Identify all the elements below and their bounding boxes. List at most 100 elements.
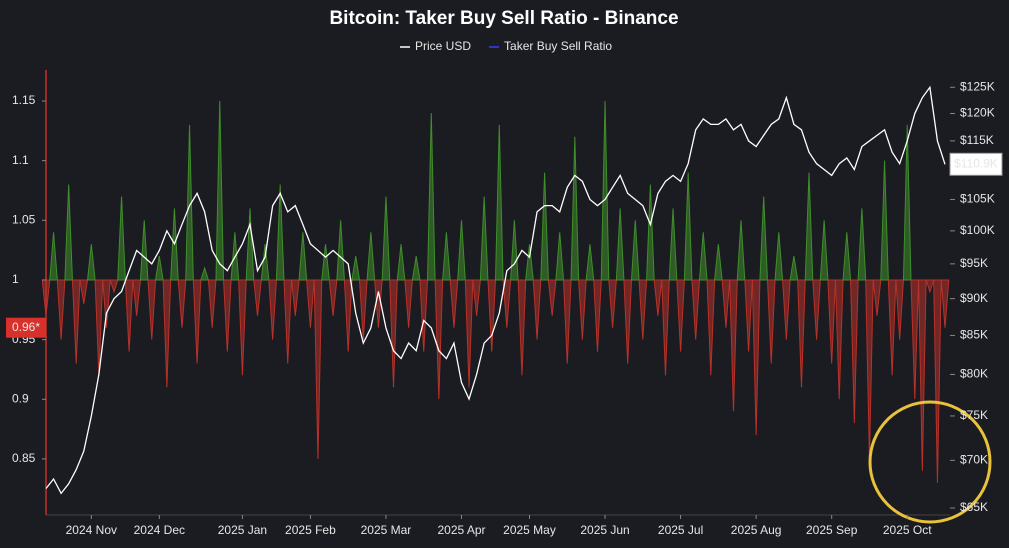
ratio-spike <box>177 279 187 328</box>
ratio-spike <box>865 279 874 459</box>
x-tick-label: 2025 Aug <box>731 523 782 537</box>
ratio-spike <box>751 279 761 436</box>
ratio-spike <box>925 279 935 294</box>
x-tick-label: 2025 Feb <box>285 523 336 537</box>
x-tick-label: 2025 May <box>503 523 556 537</box>
y-tick-label: 1.1 <box>12 153 29 167</box>
ratio-spike <box>676 279 685 352</box>
ratio-spike <box>706 279 716 376</box>
y-tick-label: 1 <box>12 272 19 286</box>
y-tick-label: 1.05 <box>12 212 36 226</box>
ratio-spike <box>910 279 920 400</box>
ratio-spike <box>827 279 836 364</box>
ratio-spike <box>336 220 345 281</box>
highlight-circle <box>868 400 992 524</box>
ratio-spike <box>290 279 300 316</box>
ratio-spike <box>759 196 768 281</box>
ratio-spike <box>215 101 225 281</box>
ratio-spike <box>238 279 247 376</box>
ratio-spike <box>525 244 534 281</box>
ratio-spike <box>260 244 270 281</box>
ratio-spike <box>374 279 383 328</box>
ratio-spike <box>124 279 134 352</box>
ratio-spike <box>343 279 353 352</box>
ratio-spike <box>653 279 663 316</box>
ratio-spike <box>729 279 738 412</box>
ratio-spike <box>426 112 436 281</box>
ratio-spike <box>638 279 648 340</box>
ratio-spike <box>321 244 330 281</box>
ratio-spike <box>683 172 693 281</box>
y2-tick-label: $115K <box>960 133 994 147</box>
ratio-spike <box>283 279 293 364</box>
x-tick-label: 2024 Nov <box>66 523 117 537</box>
ratio-spike <box>797 279 806 388</box>
ratio-spike <box>540 172 549 281</box>
ratio-spike <box>351 256 361 281</box>
ratio-spike <box>608 279 617 328</box>
ratio-spike <box>842 232 852 281</box>
ratio-spike <box>895 279 904 340</box>
y2-tick-label: $95K <box>960 256 988 270</box>
ratio-spike <box>358 279 368 340</box>
current-label: $110.9K <box>954 156 998 170</box>
ratio-spike <box>532 279 542 340</box>
ratio-spike <box>887 279 897 376</box>
ratio-spike <box>86 244 96 281</box>
y2-tick-label: $125K <box>960 79 995 93</box>
ratio-spike <box>902 124 912 281</box>
ratio-spike <box>494 124 504 281</box>
ratio-spike <box>487 279 497 352</box>
ratio-spike <box>449 279 459 328</box>
x-tick-label: 2025 Mar <box>361 523 412 537</box>
ratio-spike <box>253 279 262 316</box>
x-tick-label: 2025 Oct <box>883 523 932 537</box>
ratio-spike <box>646 184 655 281</box>
legend-label: Price USD <box>415 39 471 53</box>
ratio-spike <box>880 160 889 281</box>
ratio-spike <box>721 279 731 328</box>
x-tick-label: 2024 Dec <box>134 523 185 537</box>
ratio-spike <box>298 232 308 281</box>
y2-tick-label: $90K <box>960 291 988 305</box>
ratio-spike <box>547 279 557 316</box>
ratio-spike <box>472 279 481 316</box>
ratio-spike <box>872 279 882 316</box>
ratio-spike <box>774 232 784 281</box>
current-label-box <box>6 317 46 338</box>
ratio-spike <box>578 279 587 340</box>
ratio-spike <box>389 279 398 388</box>
ratio-spike <box>698 232 708 281</box>
ratio-spike <box>668 208 678 281</box>
ratio-spike <box>804 172 814 281</box>
ratio-spike <box>200 266 210 281</box>
plot-area <box>41 70 950 516</box>
ratio-spike <box>245 208 255 281</box>
ratio-spike <box>147 279 157 340</box>
x-tick-label: 2025 Sep <box>806 523 858 537</box>
ratio-spike <box>479 196 489 281</box>
x-tick-label: 2025 Jul <box>658 523 703 537</box>
ratio-spike <box>600 101 610 281</box>
y2-tick-label: $75K <box>960 408 988 422</box>
y2-tick-label: $100K <box>960 223 995 237</box>
ratio-spike <box>555 232 565 281</box>
ratio-spike <box>850 279 859 424</box>
ratio-spike <box>812 279 821 340</box>
ratio-spike <box>714 244 723 281</box>
y2-tick-label: $80K <box>960 367 988 381</box>
legend-label: Taker Buy Sell Ratio <box>504 39 612 53</box>
x-tick-label: 2025 Jun <box>580 523 629 537</box>
ratio-spike <box>56 279 66 340</box>
y2-tick-label: $85K <box>960 328 988 342</box>
x-tick-label: 2025 Jan <box>218 523 267 537</box>
ratio-spike <box>517 279 527 376</box>
ratio-spike <box>615 208 625 281</box>
ratio-spike <box>381 196 391 281</box>
ratio-spike <box>789 256 799 281</box>
y2-tick-label: $120K <box>960 106 995 120</box>
ratio-spike <box>132 279 141 316</box>
ratio-spike <box>834 279 844 400</box>
ratio-spike <box>419 279 429 352</box>
